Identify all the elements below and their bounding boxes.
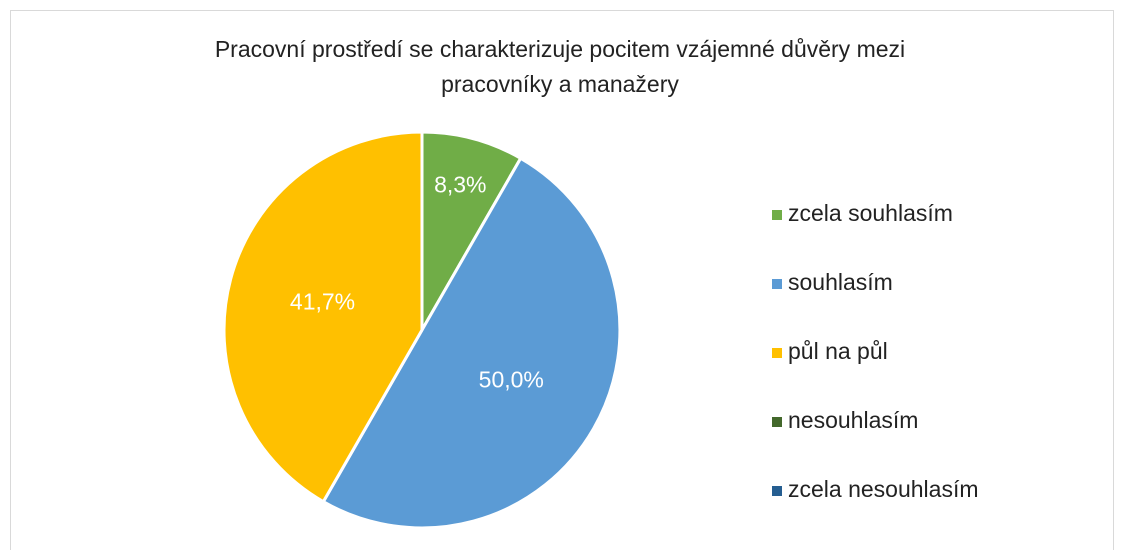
chart-border bbox=[10, 10, 1114, 550]
pie-slice bbox=[420, 130, 523, 336]
pie-slice bbox=[321, 156, 622, 530]
chart-title: Pracovní prostředí se charakterizuje poc… bbox=[214, 36, 906, 97]
legend-swatch bbox=[772, 417, 782, 427]
legend-label: zcela nesouhlasím bbox=[788, 476, 979, 502]
legend-swatch bbox=[772, 210, 782, 220]
legend-swatch bbox=[772, 279, 782, 289]
pie-slice bbox=[222, 130, 424, 504]
legend-label: souhlasím bbox=[788, 269, 893, 295]
data-label: 41,7% bbox=[290, 289, 355, 315]
data-label: 50,0% bbox=[479, 366, 544, 392]
legend-label: zcela souhlasím bbox=[788, 200, 953, 226]
legend-label: nesouhlasím bbox=[788, 407, 918, 433]
data-label: 8,3% bbox=[434, 172, 486, 198]
legend-swatch bbox=[772, 348, 782, 358]
legend-swatch bbox=[772, 486, 782, 496]
legend-label: půl na půl bbox=[788, 338, 888, 364]
